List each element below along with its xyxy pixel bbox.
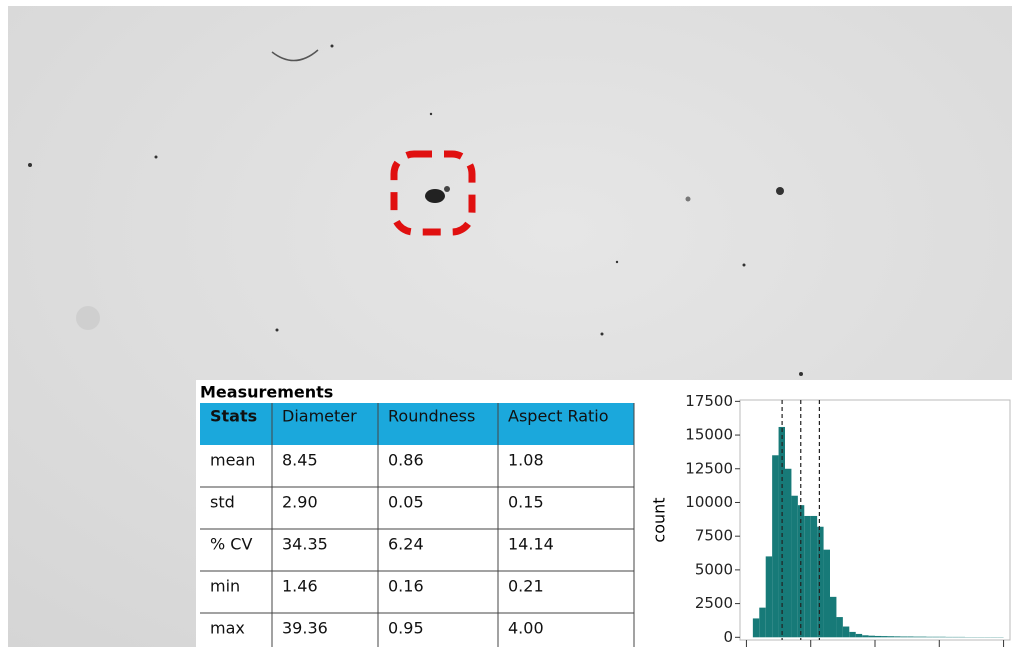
table-cell: 4.00 [508,619,544,638]
header-cell: Diameter [282,407,357,426]
table-cell: 0.05 [388,493,424,512]
table-cell: 0.95 [388,619,424,638]
table-cell: min [210,577,240,596]
histogram: 0 2500 5000 7500 10000 12500 15000 17500 [685,392,1011,647]
histogram-bar [759,607,766,638]
histogram-bar [926,636,933,638]
highlight-box [390,150,476,236]
histogram-bar [804,515,811,638]
table-cell: mean [210,451,255,470]
histogram-bar [894,636,901,638]
specks [28,44,803,376]
table-cell: 1.46 [282,577,318,596]
y-axis-label: count [650,497,669,542]
table-cell: 34.35 [282,535,328,554]
y-tick-label: 7500 [695,527,733,545]
histogram-bar [772,455,779,638]
table-cell: 14.14 [508,535,554,554]
y-tick-label: 12500 [685,459,733,477]
y-tick-label: 17500 [685,392,733,410]
histogram-bar [862,635,869,638]
table-cell: 0.15 [508,493,544,512]
y-tick-label: 5000 [695,560,733,578]
histogram-bar [913,636,920,638]
table-cell: 0.16 [388,577,424,596]
histogram-bar [939,636,946,638]
table-cell: % CV [210,535,252,554]
table: Stats Diameter Roundness Aspect Ratio mean 8.… [200,403,635,647]
table-cell: 8.45 [282,451,318,470]
histogram-bar [900,636,908,638]
table-cell: max [210,619,245,638]
histogram-bar [785,468,792,638]
histogram-bar [855,633,863,638]
histogram-bar [868,635,875,638]
histogram-bar [881,636,888,638]
histogram-bar [842,626,850,638]
table-cell: 1.08 [508,451,544,470]
table-cell: 0.21 [508,577,544,596]
table-cell: 0.86 [388,451,424,470]
histogram-bar [778,426,785,638]
table-cell: std [210,493,235,512]
histogram-bar [791,495,798,638]
histogram-bar [810,515,818,638]
table-cell: 2.90 [282,493,318,512]
histogram-bar [932,636,940,638]
y-tick-label: 10000 [685,493,733,511]
table-cell: 6.24 [388,535,424,554]
histogram-bar [920,636,927,638]
header-cell: Roundness [388,407,475,426]
histogram-bar [849,631,856,638]
histogram-bar [830,596,837,638]
y-tick-label: 15000 [685,426,733,444]
histogram-bar [752,618,760,638]
table-cell: 39.36 [282,619,328,638]
header-cell: Stats [210,407,257,426]
histogram-bar [823,549,830,638]
table-title: Measurements [200,383,333,402]
histogram-bar [836,617,843,638]
histogram-bar [765,556,773,638]
y-tick-label: 0 [723,628,733,646]
histogram-bar [817,526,824,638]
histogram-bar [887,636,895,638]
histogram-bar [875,635,882,638]
header-cell: Aspect Ratio [508,407,609,426]
histogram-bar [907,636,914,638]
y-tick-label: 2500 [695,594,733,612]
